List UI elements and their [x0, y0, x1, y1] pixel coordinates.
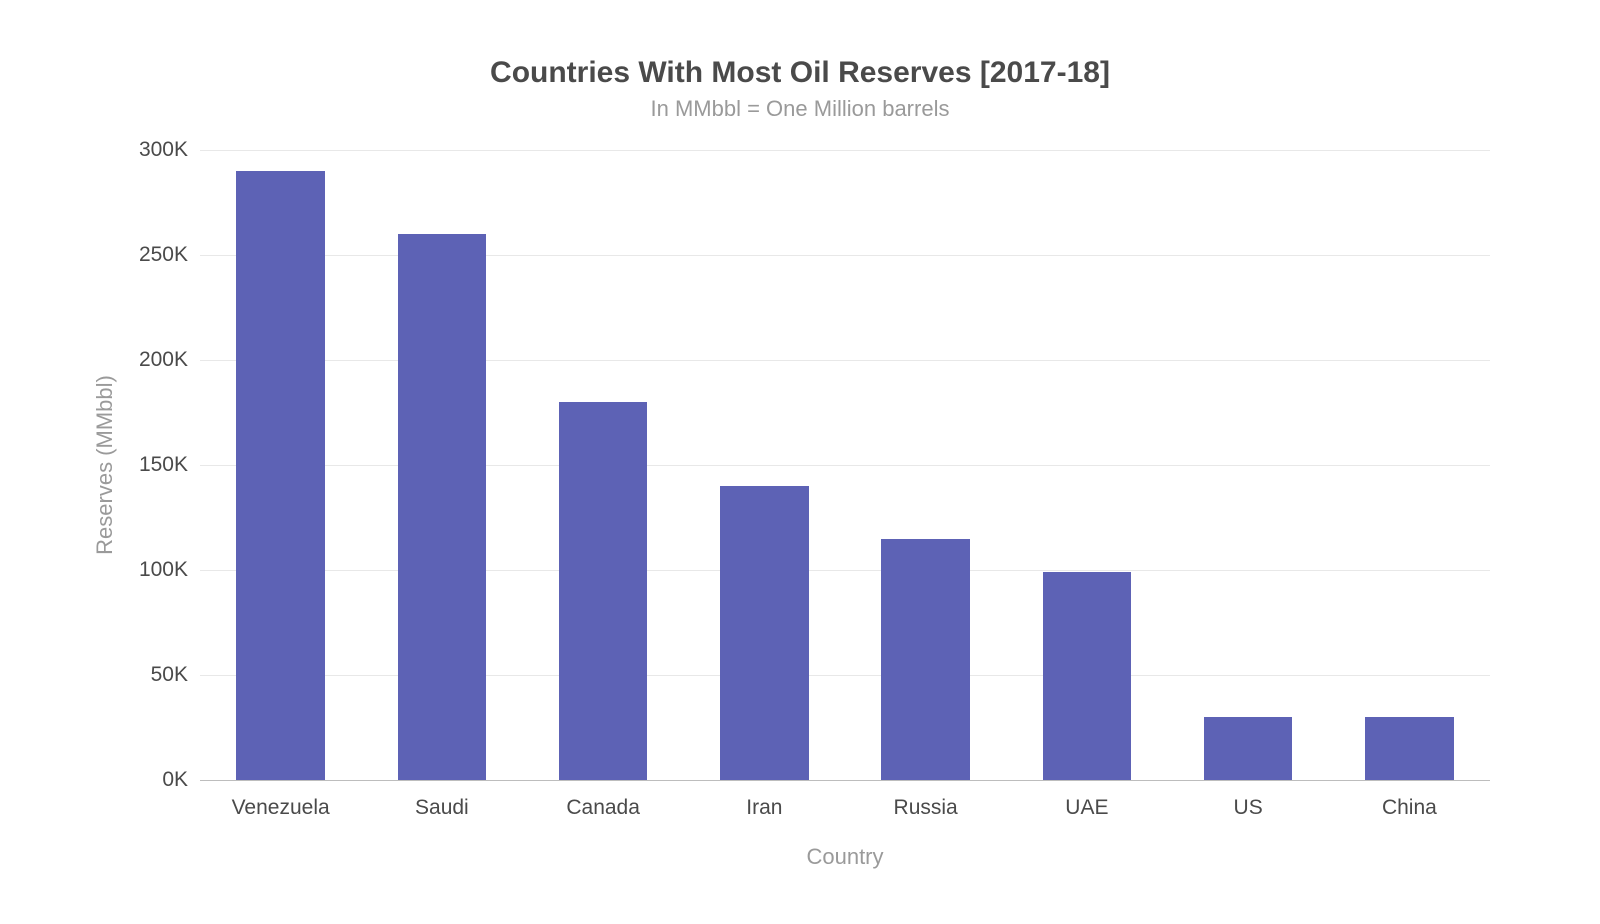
- x-tick-label: Canada: [566, 796, 640, 820]
- y-tick-label: 100K: [0, 558, 188, 582]
- y-tick-label: 150K: [0, 453, 188, 477]
- chart-title: Countries With Most Oil Reserves [2017-1…: [0, 56, 1600, 90]
- y-tick-label: 50K: [0, 663, 188, 687]
- chart-subtitle: In MMbbl = One Million barrels: [0, 96, 1600, 122]
- bar: [398, 234, 487, 780]
- chart-title-block: Countries With Most Oil Reserves [2017-1…: [0, 56, 1600, 136]
- bar: [1365, 717, 1454, 780]
- y-tick-label: 200K: [0, 348, 188, 372]
- x-axis-title: Country: [806, 844, 883, 870]
- bar: [236, 171, 325, 780]
- grid-line: [200, 780, 1490, 781]
- x-tick-label: UAE: [1065, 796, 1108, 820]
- bar: [559, 402, 648, 780]
- bar: [1043, 572, 1132, 780]
- bars-layer: [200, 150, 1490, 780]
- bar: [720, 486, 809, 780]
- bar: [881, 539, 970, 781]
- x-tick-label: Venezuela: [232, 796, 330, 820]
- x-tick-label: Iran: [746, 796, 782, 820]
- y-tick-label: 300K: [0, 138, 188, 162]
- x-tick-label: China: [1382, 796, 1437, 820]
- x-tick-label: Saudi: [415, 796, 469, 820]
- oil-reserves-chart: Countries With Most Oil Reserves [2017-1…: [0, 0, 1600, 924]
- y-tick-label: 0K: [0, 768, 188, 792]
- x-tick-label: US: [1234, 796, 1263, 820]
- plot-area: [200, 150, 1490, 780]
- bar: [1204, 717, 1293, 780]
- x-tick-label: Russia: [894, 796, 958, 820]
- y-tick-label: 250K: [0, 243, 188, 267]
